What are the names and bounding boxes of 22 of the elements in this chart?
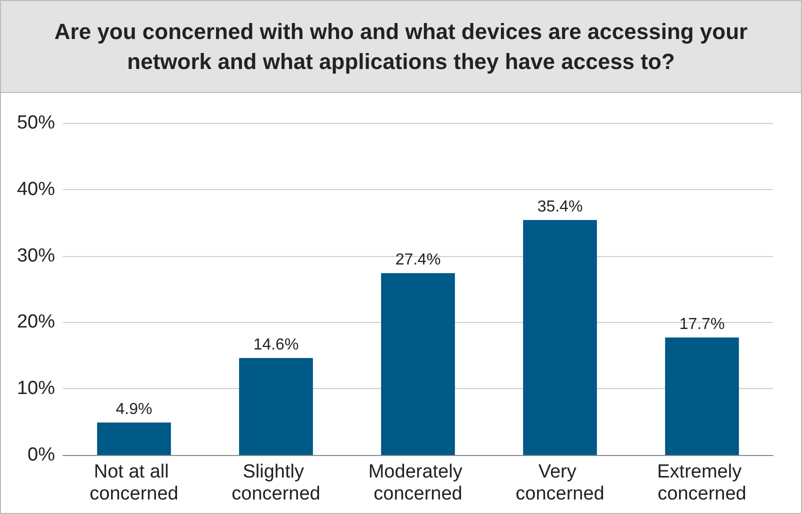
bar [239, 358, 313, 455]
chart-title: Are you concerned with who and what devices are accessing your network and what applications they have access to? [53, 18, 749, 76]
bar [381, 273, 455, 455]
x-tick-label: Slightly concerned [232, 462, 320, 504]
y-tick-label: 0% [28, 444, 56, 466]
data-label: 35.4% [537, 198, 583, 216]
bar [97, 422, 171, 455]
data-label: 27.4% [395, 252, 441, 269]
y-tick-label: 50% [16, 112, 56, 134]
y-tick-label: 30% [16, 245, 56, 266]
x-tick-label: Very concerned [516, 462, 604, 504]
x-tick-label: Extremely concerned [657, 462, 747, 504]
data-label: 17.7% [679, 316, 725, 333]
y-tick-label: 10% [16, 378, 56, 400]
bar [523, 220, 597, 455]
bar [665, 337, 739, 455]
y-tick-label: 40% [16, 178, 56, 200]
data-label: 4.9% [116, 400, 152, 418]
x-tick-label: Not at all concerned [90, 462, 178, 504]
data-label: 14.6% [253, 336, 299, 354]
y-tick-label: 20% [16, 312, 56, 333]
x-tick-label: Moderately concerned [368, 462, 468, 504]
